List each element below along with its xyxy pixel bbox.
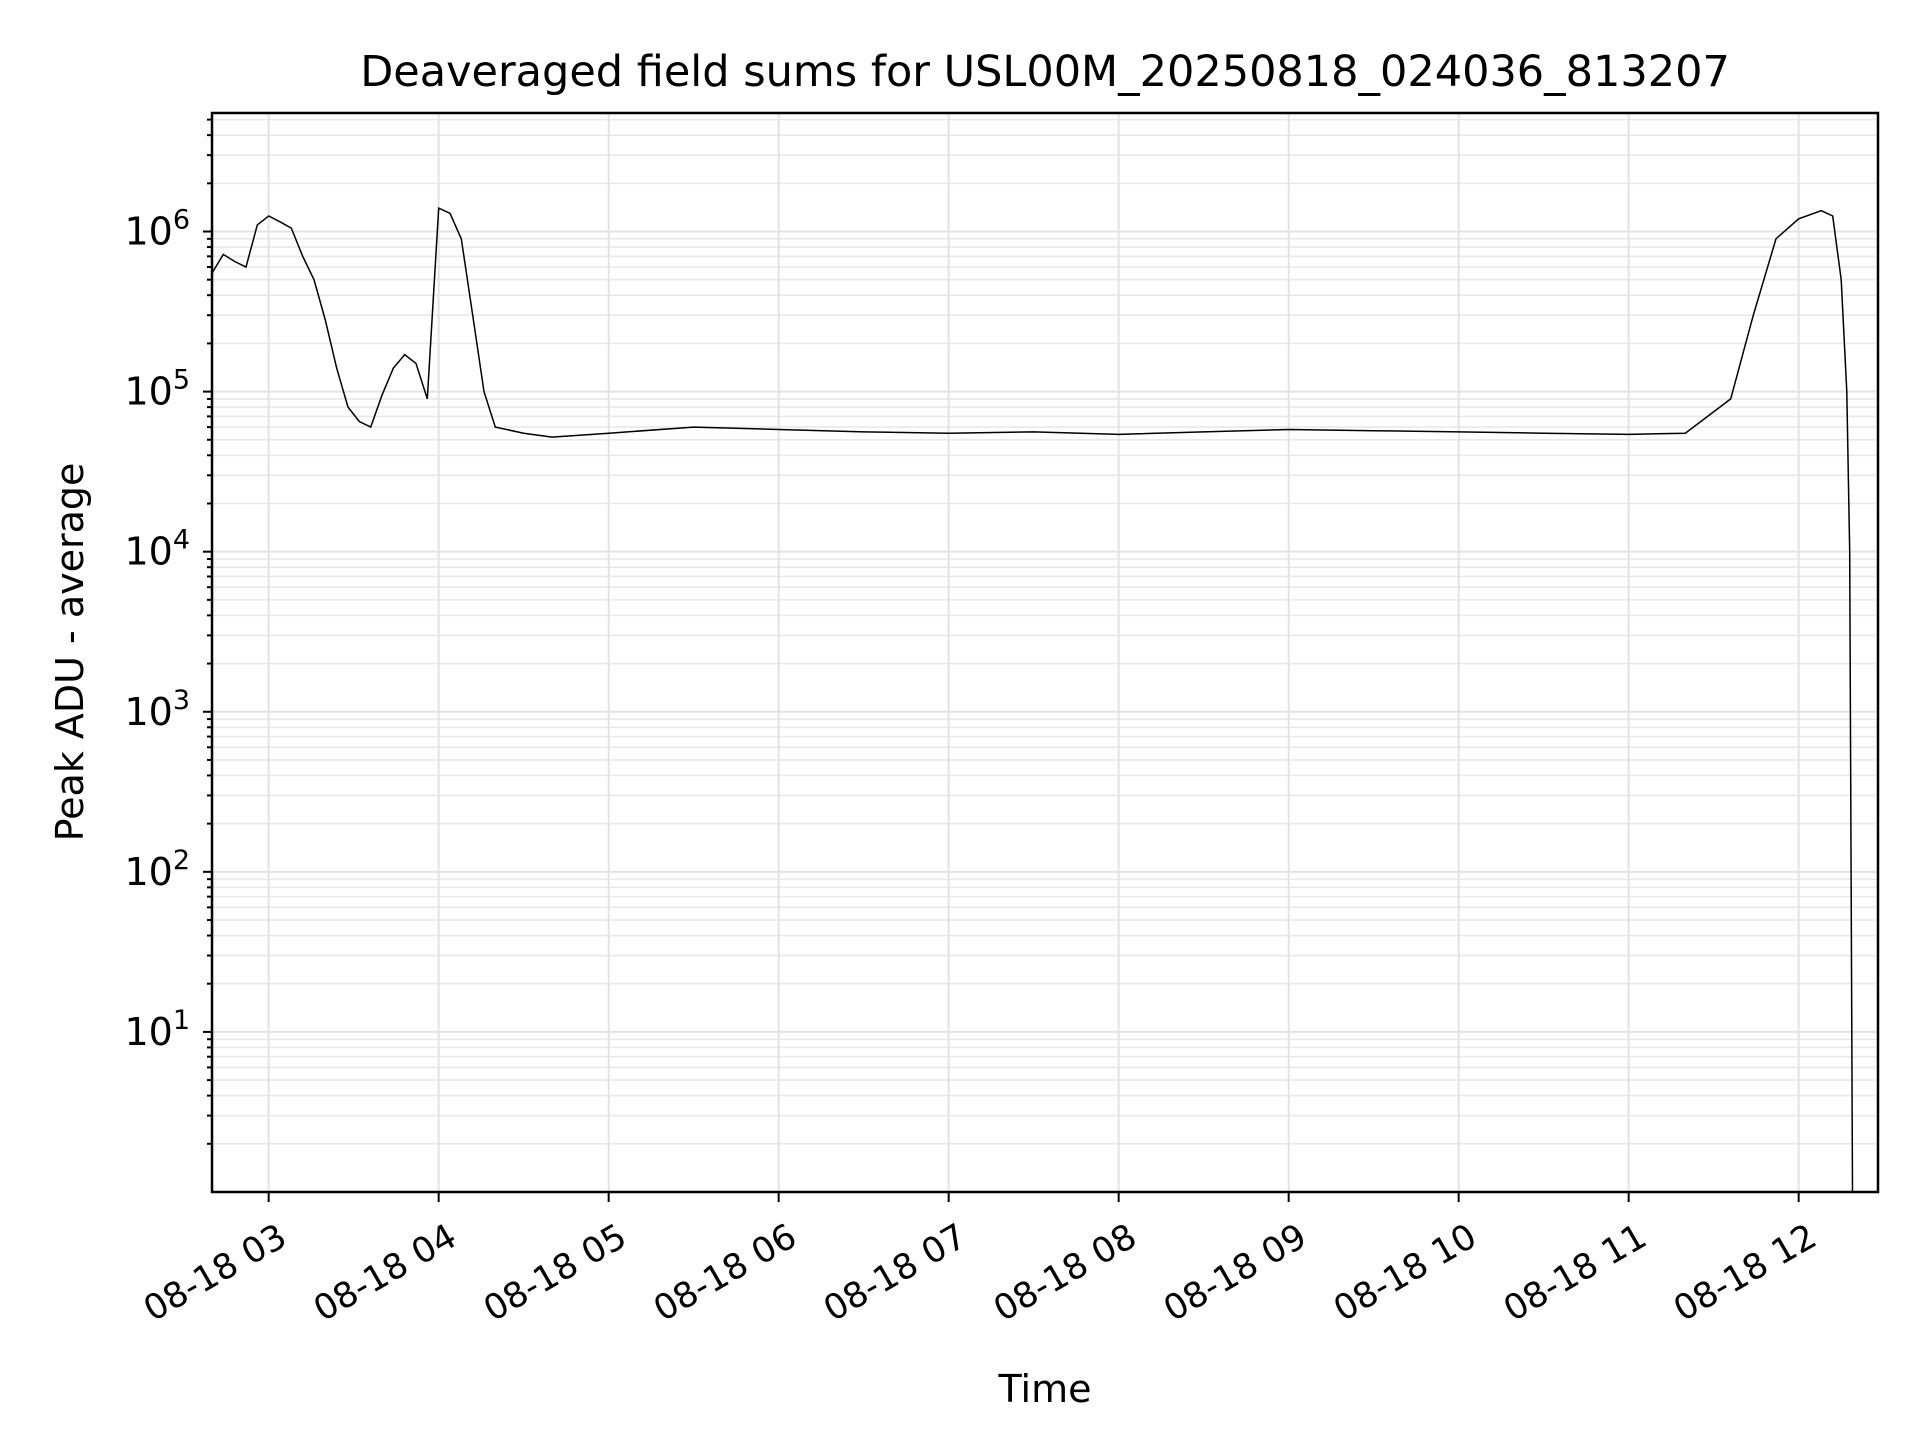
y-tick-label: 101 — [124, 1005, 190, 1054]
y-tick-label: 105 — [124, 365, 190, 414]
y-tick-base: 10 — [124, 530, 172, 574]
chart-title: Deaveraged field sums for USL00M_2025081… — [360, 47, 1730, 97]
y-tick-label: 104 — [124, 525, 190, 574]
y-tick-exponent: 5 — [173, 365, 190, 396]
y-tick-exponent: 1 — [173, 1005, 190, 1036]
y-tick-base: 10 — [124, 370, 172, 414]
x-axis-label: Time — [998, 1367, 1092, 1411]
y-tick-exponent: 2 — [173, 845, 190, 876]
y-tick-exponent: 3 — [173, 685, 190, 716]
y-tick-exponent: 6 — [173, 205, 190, 236]
y-axis-label: Peak ADU - average — [48, 463, 92, 842]
y-tick-label: 106 — [124, 205, 190, 254]
series-layer — [211, 206, 1854, 1193]
y-tick-base: 10 — [124, 850, 172, 894]
plot-area-frame — [210, 111, 1880, 1194]
y-tick-label: 102 — [124, 845, 190, 894]
y-tick-base: 10 — [124, 690, 172, 734]
grid-lines — [212, 113, 1878, 1192]
y-tick-base: 10 — [124, 1010, 172, 1054]
y-tick-exponent: 4 — [173, 525, 190, 556]
series-line — [211, 206, 1854, 1193]
y-tick-label: 103 — [124, 685, 190, 734]
y-tick-base: 10 — [124, 210, 172, 254]
